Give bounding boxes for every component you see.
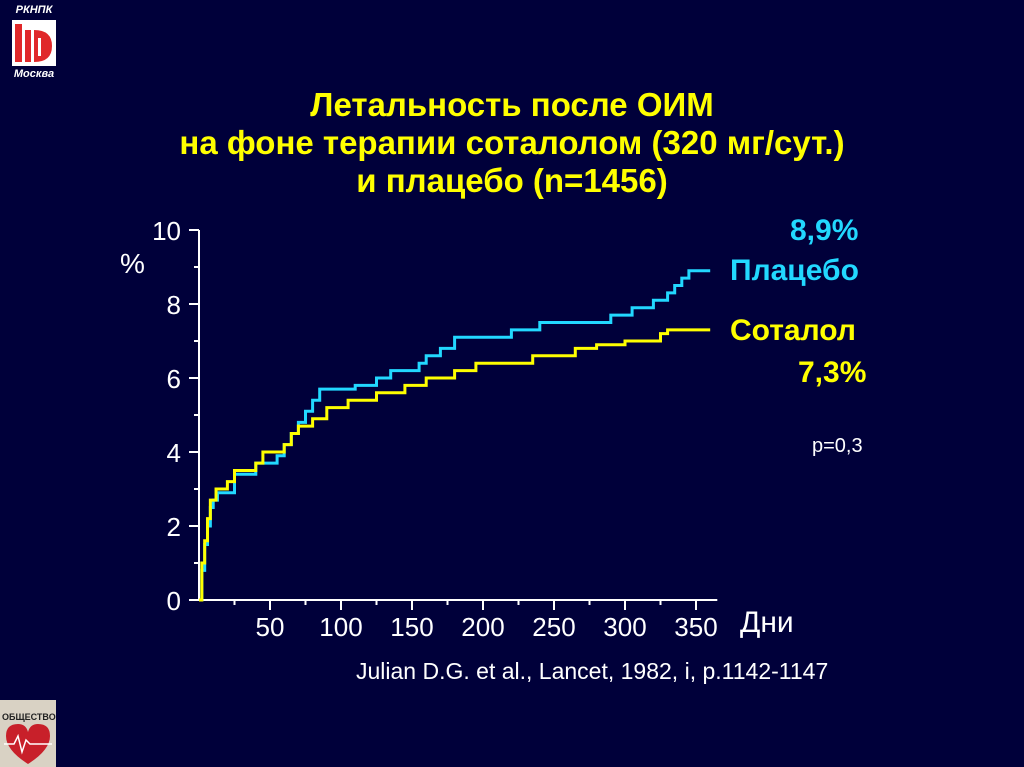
logo-top-caption: РКНПК [15,4,53,16]
title-line-2: на фоне терапии соталолом (320 мг/сут.) [179,124,845,161]
y-tick-label: 6 [167,364,181,394]
x-tick-label: 150 [390,612,433,642]
slide-title: Летальность после ОИМ на фоне терапии со… [0,86,1024,200]
title-line-3: и плацебо (n=1456) [356,162,668,199]
citation: Julian D.G. et al., Lancet, 1982, i, p.1… [356,658,829,684]
placebo-legend-label: Плацебо [730,254,859,287]
title-line-1: Летальность после ОИМ [310,86,714,123]
sotalol-percent: 7,3% [798,356,867,389]
p-value: p=0,3 [812,435,863,457]
top-logo: РКНПК Москва [6,4,62,82]
bottom-logo-text: ОБЩЕСТВО [2,712,56,722]
bottom-logo: ОБЩЕСТВО [0,700,56,767]
x-tick-label: 250 [532,612,575,642]
y-tick-label: 2 [167,512,181,542]
cardiology-center-logo-icon [12,20,56,66]
y-tick-label: 0 [167,586,181,616]
x-tick-label: 200 [461,612,504,642]
society-emblem-logo-icon [4,724,52,764]
x-tick-label: 100 [319,612,362,642]
y-tick-label: 10 [152,216,181,246]
series-line-sotalol [199,328,711,602]
placebo-percent: 8,9% [790,214,859,247]
series-line-placebo [199,269,711,602]
sotalol-legend-label: Соталол [730,314,856,347]
y-tick-label: 8 [167,290,181,320]
x-tick-label: 300 [603,612,646,642]
x-tick-label: 350 [674,612,717,642]
x-tick-label: 50 [256,612,285,642]
y-tick-label: 4 [167,438,181,468]
logo-top-city: Москва [13,68,55,80]
y-axis-label: % [120,248,145,279]
x-axis-label: Дни [740,606,794,639]
